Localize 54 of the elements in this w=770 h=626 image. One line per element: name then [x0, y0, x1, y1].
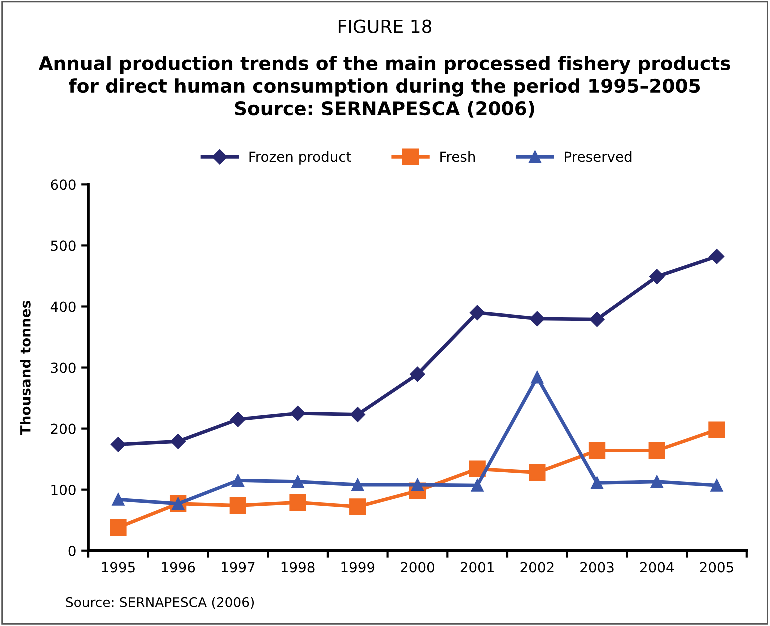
y-tick-label: 0: [68, 546, 76, 556]
point: [529, 464, 546, 482]
point: [530, 311, 545, 327]
point: [590, 312, 605, 328]
y-tick-label: 100: [52, 484, 76, 496]
x-tick-label: 1996: [162, 562, 196, 573]
chart-title: FIGURE 18: [338, 20, 432, 34]
point: [170, 434, 186, 450]
x-tick-label: 2003: [580, 562, 614, 573]
x-tick-label: 1998: [282, 562, 315, 573]
x-tick-label: 2001: [460, 562, 494, 573]
y-tick-label: 300: [51, 362, 76, 374]
point: [110, 519, 127, 536]
point: [410, 366, 426, 382]
point: [588, 442, 606, 460]
point: [350, 407, 366, 422]
y-tick-label: 600: [51, 180, 76, 190]
x-tick-label: 2000: [401, 562, 434, 573]
point: [352, 478, 364, 492]
y-tick-label: 500: [51, 240, 76, 252]
point: [230, 497, 247, 514]
x-tick-label: 2002: [520, 562, 554, 573]
legend-label: Preserved: [565, 151, 632, 162]
point: [112, 493, 125, 506]
y-tick-label: 200: [51, 424, 76, 434]
point: [710, 479, 724, 492]
point: [531, 371, 544, 384]
point: [290, 494, 306, 511]
point: [708, 422, 726, 438]
x-tick-label: 1997: [222, 562, 255, 573]
point: [350, 498, 366, 516]
chart-subtitle: Annual production trends of the main processed fishery products for direct human consumption during the period 1995–2005 Source: SERNAPESCA (2006): [38, 56, 730, 118]
point: [469, 460, 486, 478]
point: [470, 305, 486, 320]
legend-label: Frozen product: [250, 151, 352, 165]
point: [290, 406, 306, 422]
point: [232, 474, 244, 487]
point: [648, 442, 666, 460]
x-tick-label: 2005: [700, 562, 734, 573]
point: [230, 412, 246, 428]
x-tick-label: 1995: [102, 562, 135, 573]
point: [110, 437, 126, 452]
source-note: Source: SERNAPESCA (2006): [66, 597, 254, 609]
y-axis-title: Thousand tonnes: [20, 301, 31, 436]
point: [471, 479, 484, 492]
y-tick-label: 400: [50, 302, 76, 312]
point: [650, 476, 664, 488]
x-tick-label: 1999: [342, 562, 375, 573]
point: [650, 269, 665, 284]
legend-label: Fresh: [440, 151, 476, 162]
point: [709, 249, 725, 264]
x-tick-label: 2004: [640, 562, 674, 573]
point: [292, 476, 304, 488]
point: [591, 476, 604, 490]
